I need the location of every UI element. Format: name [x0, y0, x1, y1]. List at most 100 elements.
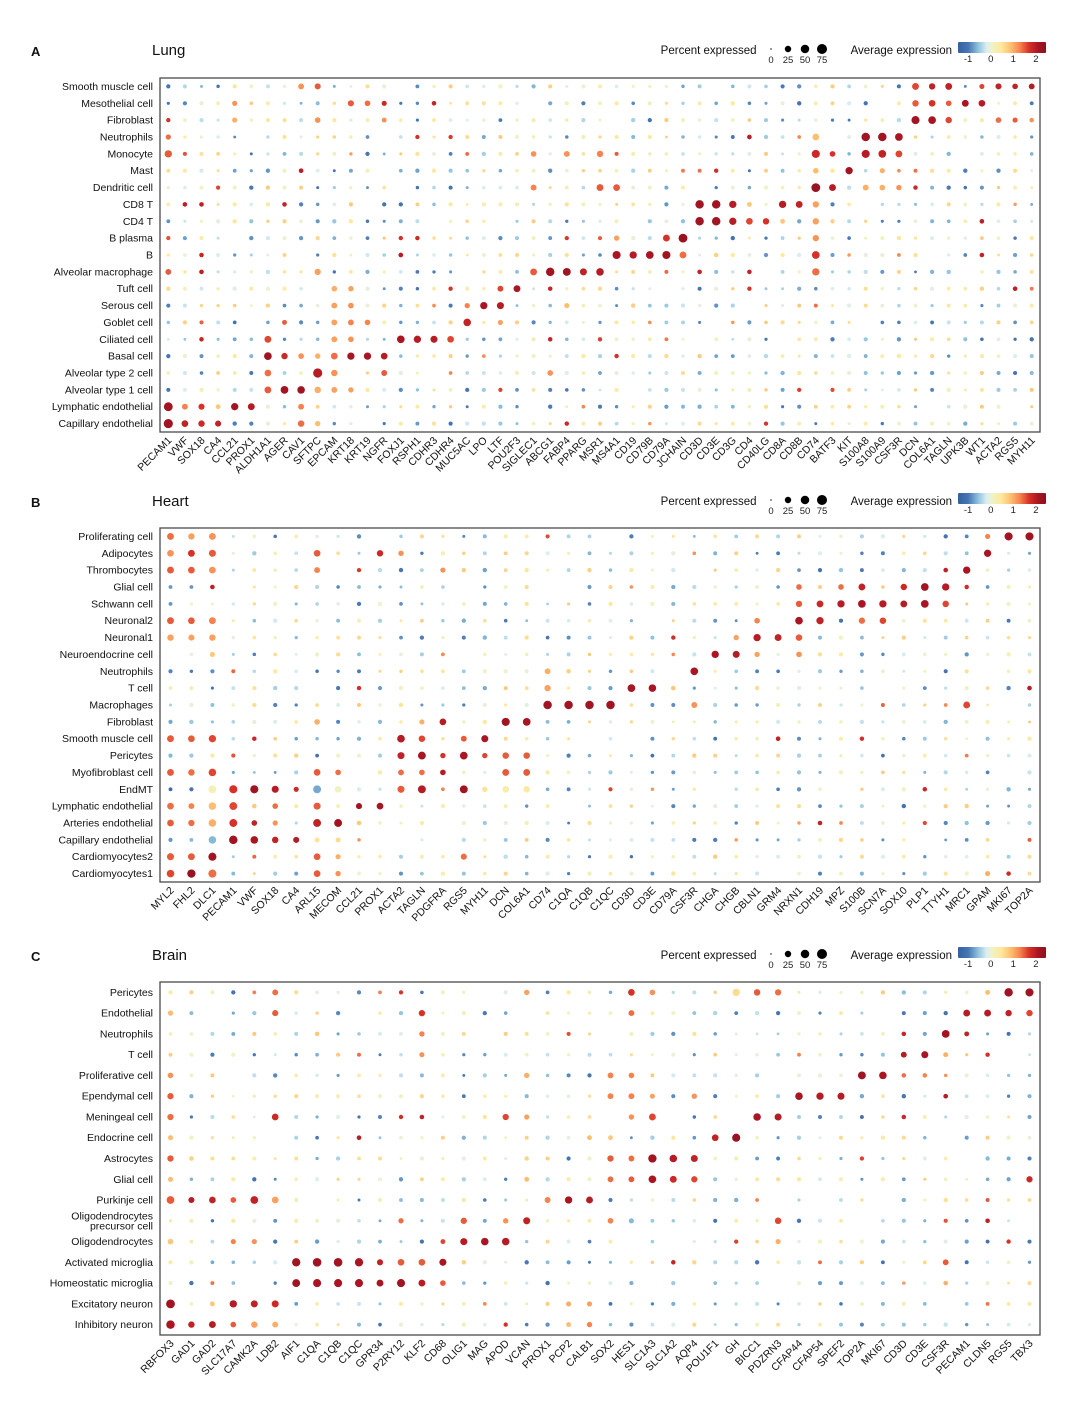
expression-colorbar: -1 0 1 2	[958, 493, 1046, 516]
row-label: Glial cell	[113, 582, 153, 594]
percent-legend-dot: 0	[763, 42, 780, 65]
gene-label: LDB2	[254, 1338, 281, 1365]
row-label: Basal cell	[108, 351, 153, 363]
percent-expressed-label: Percent expressed	[660, 45, 757, 57]
percent-expressed-label: Percent expressed	[660, 496, 757, 508]
expression-colorbar: -1 0 1 2	[958, 947, 1046, 970]
panel-label: A	[31, 44, 41, 59]
row-label: T cell	[128, 683, 153, 695]
average-expression-label: Average expression	[850, 496, 952, 508]
row-label: Inhibitory neuron	[75, 1319, 153, 1331]
row-label: Lymphatic endothelial	[52, 401, 153, 413]
panel-a-plot: Smooth muscle cell Mesothelial cell Fibrob…	[52, 77, 1041, 476]
percent-legend-dot: 25	[780, 493, 797, 516]
row-label: Oligodendrocytes precursor cell	[71, 1210, 153, 1232]
row-label: Capillary endothelial	[58, 418, 153, 430]
row-label: Tuft cell	[117, 283, 153, 295]
row-label: Neutrophils	[100, 132, 153, 144]
row-label: Alveolar type 1 cell	[65, 384, 153, 396]
gene-labels: PECAM1VWFSOX18CA4CCL21PROX1ALDH1A1AGERCA…	[135, 434, 1038, 476]
colorbar-ticks: -1 0 1 2	[963, 505, 1039, 516]
row-label: Meningeal cell	[86, 1111, 153, 1123]
percent-size-legend: 0 25 50 75	[763, 493, 831, 516]
row-label: Proliferative cell	[79, 1070, 153, 1082]
row-label: Ciliated cell	[99, 334, 153, 346]
row-label: Mast	[130, 165, 153, 177]
gene-label: TBX3	[1009, 1338, 1036, 1365]
row-label: CD4 T	[123, 216, 154, 228]
colorbar-ticks: -1 0 1 2	[963, 959, 1039, 970]
percent-legend-dot: 50	[797, 42, 814, 65]
panel-label: B	[31, 495, 41, 510]
row-label: Adipocytes	[102, 548, 153, 560]
row-label: Thrombocytes	[86, 565, 153, 577]
row-label: B plasma	[109, 233, 153, 245]
row-label: B	[146, 250, 153, 262]
row-label: Goblet cell	[103, 317, 153, 329]
row-label: EndMT	[119, 784, 153, 796]
row-label: Cardiomyocytes1	[72, 868, 153, 880]
panel-title: Brain	[152, 947, 188, 964]
average-expression-label: Average expression	[850, 45, 952, 57]
gene-label: MYL2	[149, 885, 177, 913]
row-label: Dendritic cell	[93, 182, 153, 194]
percent-legend-dot: 75	[814, 947, 831, 970]
percent-size-legend: 0 25 50 75	[763, 947, 831, 970]
row-label: Smooth muscle cell	[62, 81, 153, 93]
row-label: Endothelial	[101, 1008, 153, 1020]
row-label: Serous cell	[101, 300, 153, 312]
row-label: Neuronal2	[105, 615, 154, 627]
row-label: Homeostatic microglia	[50, 1278, 153, 1290]
row-label: Smooth muscle cell	[62, 733, 153, 745]
legend: Percent expressed 0 25 50 75 Average expres…	[661, 493, 1046, 516]
row-label: CD8 T	[123, 199, 154, 211]
row-label: Monocyte	[107, 148, 153, 160]
expression-colorbar: -1 0 1 2	[958, 42, 1046, 65]
row-label: Purkinje cell	[96, 1195, 153, 1207]
row-label: Fibroblast	[107, 115, 153, 127]
plot-border	[159, 77, 1041, 433]
row-labels: Smooth muscle cell Mesothelial cell Fibrob…	[52, 81, 154, 430]
colorbar-gradient	[958, 947, 1046, 958]
row-label: Macrophages	[89, 700, 153, 712]
panel-title: Heart	[152, 493, 189, 510]
row-label: Endocrine cell	[87, 1132, 153, 1144]
panel-c-plot: Pericytes Endothelial Neutrophils T cell Pro…	[50, 981, 1041, 1378]
row-label: Mesothelial cell	[81, 98, 153, 110]
row-label: Astrocytes	[104, 1153, 153, 1165]
percent-legend-dot: 0	[763, 493, 780, 516]
gene-labels: MYL2FHL2DLC1PECAM1VWFSOX18CA4ARL15MECOMC…	[149, 884, 1036, 924]
percent-expressed-label: Percent expressed	[660, 950, 757, 962]
row-label: Fibroblast	[107, 716, 153, 728]
row-label: Capillary endothelial	[58, 834, 153, 846]
gene-label: SOX2	[588, 1338, 616, 1366]
panel-title: Lung	[152, 42, 186, 59]
legend: Percent expressed 0 25 50 75 Average expres…	[661, 42, 1046, 65]
panel-c-header: C Brain Percent expressed 0 25 50 75 Averag…	[0, 945, 1080, 981]
panel-b-header: B Heart Percent expressed 0 25 50 75 Averag…	[0, 491, 1080, 527]
row-label: Alveolar type 2 cell	[65, 368, 153, 380]
row-label: Arteries endothelial	[63, 818, 153, 830]
row-label: Activated microglia	[65, 1257, 153, 1269]
percent-size-legend: 0 25 50 75	[763, 42, 831, 65]
row-label: Neuronal1	[105, 632, 154, 644]
row-label: Cardiomyocytes2	[72, 851, 153, 863]
percent-legend-dot: 50	[797, 493, 814, 516]
row-label: Glial cell	[113, 1174, 153, 1186]
row-label: Schwann cell	[91, 598, 153, 610]
percent-legend-dot: 0	[763, 947, 780, 970]
row-labels: Pericytes Endothelial Neutrophils T cell Pro…	[50, 987, 153, 1331]
row-label: Neutrophils	[100, 1028, 153, 1040]
row-label: Pericytes	[110, 987, 153, 999]
panel-label: C	[31, 949, 41, 964]
average-expression-label: Average expression	[850, 950, 952, 962]
dot-grid	[166, 532, 1034, 878]
row-label: Lymphatic endothelial	[52, 801, 153, 813]
percent-legend-dot: 25	[780, 42, 797, 65]
dot-grid	[166, 988, 1034, 1329]
row-label: Myofibroblast cell	[72, 767, 153, 779]
row-label: Proliferating cell	[78, 531, 153, 543]
row-label: Alveolar macrophage	[54, 266, 153, 278]
